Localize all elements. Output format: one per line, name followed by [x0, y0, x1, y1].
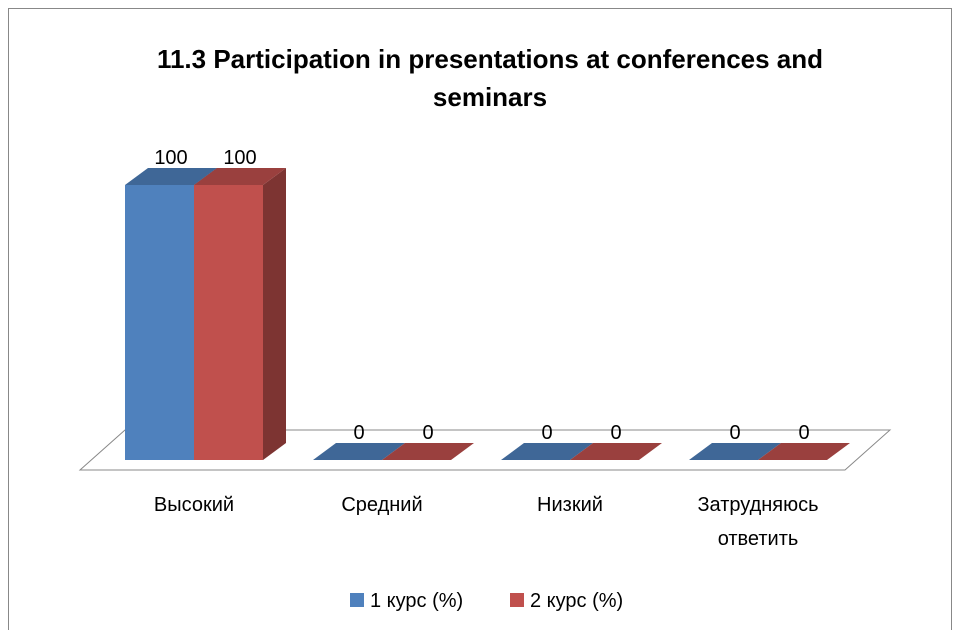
bar-side	[263, 168, 286, 460]
legend-label: 2 курс (%)	[530, 590, 623, 612]
data-label: 0	[729, 422, 740, 444]
data-label: 0	[353, 422, 364, 444]
bar-top	[570, 443, 662, 460]
x-tick-label: Затрудняюсь ответить	[697, 494, 819, 550]
bar-top	[125, 168, 217, 185]
bar-top	[758, 443, 850, 460]
data-label: 100	[223, 147, 256, 169]
legend-swatch	[350, 593, 364, 607]
data-label: 0	[422, 422, 433, 444]
legend-swatch	[510, 593, 524, 607]
bar-top	[689, 443, 781, 460]
data-label: 0	[798, 422, 809, 444]
chart-title: 11.3 Participation in presentations at c…	[156, 44, 824, 112]
x-tick-label: Низкий	[537, 494, 603, 516]
bar-front	[125, 185, 194, 460]
legend-label: 1 курс (%)	[370, 590, 463, 612]
x-tick-label: Высокий	[153, 494, 235, 516]
bar-top	[382, 443, 474, 460]
data-label: 0	[541, 422, 552, 444]
x-tick-label: Средний	[341, 494, 423, 516]
data-label: 0	[610, 422, 621, 444]
bar-top	[313, 443, 405, 460]
chart-frame	[8, 8, 952, 630]
data-label: 100	[154, 147, 187, 169]
bar-top	[501, 443, 593, 460]
bar-top	[194, 168, 286, 185]
bar-front	[194, 185, 263, 460]
